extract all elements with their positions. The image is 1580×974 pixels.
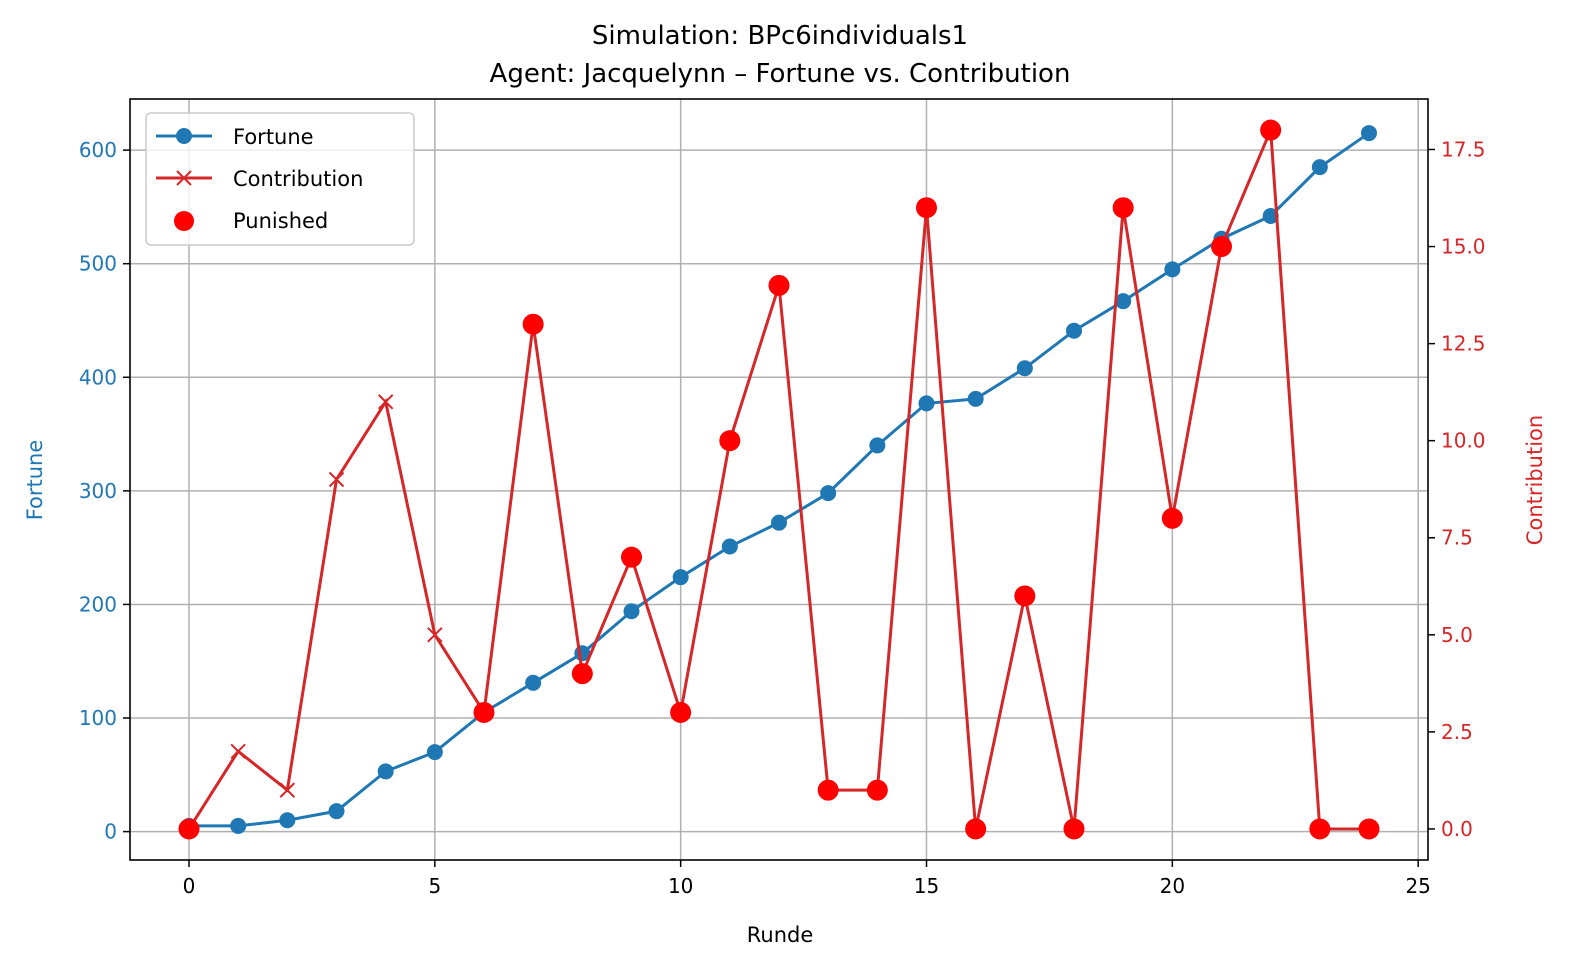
y-left-tick-label: 0 <box>104 820 117 844</box>
y-left-tick-label: 200 <box>79 592 117 616</box>
punished-point <box>621 546 642 568</box>
x-axis-title: Runde <box>747 923 814 947</box>
punished-point <box>1014 585 1036 607</box>
series-layer <box>178 119 1380 840</box>
fortune-point <box>918 395 935 412</box>
y-left-tick-label: 600 <box>79 138 117 162</box>
punished-point <box>1161 507 1183 529</box>
y-left-tick-label: 400 <box>79 365 117 389</box>
contribution-point <box>328 471 345 488</box>
legend-punished-label: Punished <box>233 209 328 233</box>
fortune-point <box>1016 360 1033 377</box>
legend-punished-marker <box>174 211 194 231</box>
x-tick-label: 15 <box>914 874 939 898</box>
punished-point <box>670 701 692 723</box>
chart-title-line1: Simulation: BPc6individuals1 <box>592 21 968 51</box>
punished-point <box>571 663 593 685</box>
fortune-point <box>328 803 345 820</box>
y-right-tick-label: 17.5 <box>1441 137 1486 161</box>
fortune-point <box>771 514 787 531</box>
y-right-tick-label: 5.0 <box>1441 623 1473 647</box>
y-axis-left-title: Fortune <box>23 440 47 521</box>
punished-point <box>916 197 937 219</box>
y-right-tick-label: 12.5 <box>1441 332 1486 356</box>
legend-contribution-marker <box>176 170 192 186</box>
x-tick-label: 0 <box>183 874 196 898</box>
x-tick-label: 10 <box>668 874 693 898</box>
fortune-point <box>820 485 837 502</box>
fortune-point <box>1115 293 1132 310</box>
punished-point <box>866 779 888 801</box>
y-right-tick-label: 10.0 <box>1441 429 1486 453</box>
x-tick-label: 20 <box>1160 874 1185 898</box>
fortune-point <box>623 603 640 620</box>
y-right-tick-label: 0.0 <box>1441 817 1473 841</box>
punished-point <box>178 818 200 840</box>
y-left-tick-label: 500 <box>79 252 117 276</box>
fortune-point <box>967 390 984 407</box>
punished-point <box>522 313 544 335</box>
fortune-point <box>1066 322 1082 339</box>
y-left-tick-label: 100 <box>79 706 117 730</box>
chart-title-line2: Agent: Jacquelynn – Fortune vs. Contribu… <box>490 59 1071 89</box>
grid-lines <box>130 99 1428 860</box>
x-tick-label: 25 <box>1405 874 1430 898</box>
fortune-point <box>426 744 443 761</box>
punished-point <box>1309 818 1331 840</box>
fortune-point <box>721 538 738 555</box>
contribution-point <box>427 627 443 643</box>
legend-box <box>145 112 415 246</box>
fortune-point <box>672 569 689 586</box>
legend-contribution-label: Contribution <box>233 167 363 191</box>
y-axis-right-title: Contribution <box>1523 415 1547 545</box>
legend-fortune-marker <box>176 128 192 144</box>
ticks-layer: 0 5 10 15 20 25 0 100 200 300 400 500 600 0.0 2.5 5.0 7.… <box>79 137 1486 898</box>
punished-point <box>1063 818 1085 840</box>
fortune-point <box>1311 159 1328 176</box>
y-left-tick-label: 300 <box>79 479 117 503</box>
contribution-point <box>377 394 394 410</box>
fortune-point <box>1164 261 1181 278</box>
fortune-point <box>869 437 886 454</box>
contribution-point <box>279 782 296 798</box>
fortune-point <box>230 817 247 834</box>
fortune-point <box>1361 125 1377 142</box>
legend-fortune-label: Fortune <box>233 125 314 149</box>
fortune-point <box>279 812 296 829</box>
y-right-tick-label: 15.0 <box>1441 235 1486 259</box>
plot-frame <box>129 98 1429 861</box>
punished-point <box>719 430 741 452</box>
punished-point <box>1260 119 1282 141</box>
y-right-tick-label: 7.5 <box>1441 526 1473 550</box>
fortune-point <box>377 763 394 780</box>
punished-point <box>817 779 839 801</box>
fortune-point <box>1262 207 1279 224</box>
punished-point <box>965 818 987 840</box>
legend: Fortune Contribution Punished <box>145 112 415 246</box>
fortune-point <box>525 674 542 691</box>
x-tick-label: 5 <box>428 874 441 898</box>
punished-point <box>1112 197 1134 219</box>
punished-point <box>768 274 790 296</box>
y-right-tick-label: 2.5 <box>1441 720 1473 744</box>
punished-point <box>1358 818 1380 840</box>
punished-point <box>473 701 495 723</box>
contribution-point <box>230 743 246 759</box>
punished-point <box>1211 236 1232 258</box>
